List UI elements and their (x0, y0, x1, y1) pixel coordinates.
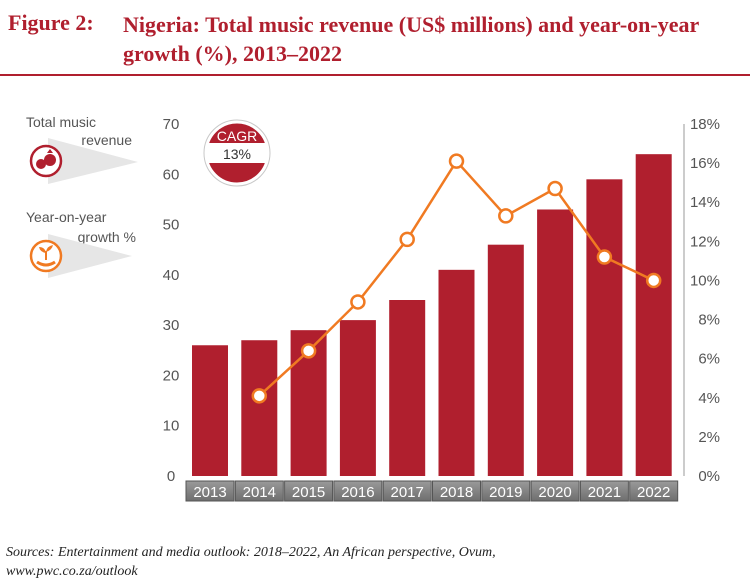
x-tick-label: 2016 (341, 484, 374, 501)
growth-line (251, 153, 662, 404)
x-tick-label: 2021 (588, 484, 621, 501)
left-tick-label: 40 (163, 267, 180, 284)
figure-number: Figure 2: (8, 10, 94, 35)
year-label-box (333, 480, 383, 502)
legend-revenue-label-2: revenue (81, 132, 132, 148)
x-tick-label: 2017 (391, 484, 424, 501)
x-tick-label: 2013 (193, 484, 226, 501)
left-axis: 0 10 20 30 40 50 60 70 (163, 116, 180, 485)
figure-title: Nigeria: Total music revenue (US$ millio… (123, 12, 699, 66)
header-divider (0, 74, 750, 76)
cagr-label: CAGR (217, 128, 257, 144)
x-tick-label: 2019 (489, 484, 522, 501)
right-tick-label: 18% (690, 116, 720, 133)
left-tick-label: 10 (163, 418, 180, 435)
bar-2013 (192, 345, 228, 476)
bar-2021 (586, 179, 623, 477)
growth-point-2017 (399, 231, 415, 248)
right-tick-label: 12% (690, 233, 720, 250)
year-label-box (234, 480, 284, 502)
right-tick-label: 2% (698, 429, 720, 446)
bar-2017 (389, 300, 426, 476)
bar-2020 (537, 209, 574, 476)
year-label-box (284, 480, 334, 502)
left-tick-label: 0 (167, 468, 175, 485)
left-tick-label: 30 (163, 317, 180, 334)
sources-note: Sources: Entertainment and media outlook… (6, 543, 746, 581)
legend-revenue-label-1: Total music (26, 114, 96, 130)
year-label-box (579, 480, 629, 502)
cagr-badge: CAGR 13% (203, 119, 271, 187)
bar-2019 (487, 244, 524, 476)
left-tick-label: 70 (163, 116, 180, 133)
x-tick-label: 2018 (440, 484, 473, 501)
legend-revenue: Total music revenue (26, 114, 138, 184)
x-tick-label: 2020 (538, 484, 571, 501)
right-tick-label: 10% (690, 272, 720, 289)
x-tick-label: 2014 (243, 484, 276, 501)
plant-in-hand-icon (29, 234, 132, 278)
year-label-box (432, 480, 481, 502)
sources-line-2: www.pwc.co.za/outlook (6, 564, 138, 579)
sources-line-1: Sources: Entertainment and media outlook… (6, 545, 496, 560)
figure-header: Figure 2: Nigeria: Total music revenue (… (0, 0, 750, 74)
growth-point-2014 (251, 388, 268, 404)
cagr-value: 13% (223, 146, 251, 162)
money-bag-icon (29, 138, 138, 184)
left-tick-label: 50 (163, 217, 180, 234)
growth-point-2015 (300, 343, 317, 359)
year-label-box (382, 480, 432, 502)
growth-point-2020 (547, 180, 563, 197)
left-tick-label: 20 (163, 367, 180, 384)
right-tick-label: 6% (698, 351, 720, 368)
bar-2018 (438, 269, 475, 476)
legend-growth: Year-on-year growth % (26, 209, 136, 278)
growth-point-2022 (645, 272, 662, 289)
growth-point-2016 (350, 294, 366, 310)
legend-growth-label-2: growth % (78, 229, 136, 245)
x-tick-label: 2015 (292, 484, 325, 501)
bar-2014 (241, 340, 278, 476)
year-labels: 2013 2014 2015 2016 2017 2018 2019 2020 2021 2022 (185, 480, 679, 502)
right-tick-label: 8% (698, 312, 720, 329)
growth-point-2018 (448, 153, 465, 169)
chart-area: Total music revenue Year-on-year growth … (0, 76, 750, 516)
year-label-box (481, 480, 531, 502)
x-tick-label: 2022 (637, 484, 670, 501)
revenue-bars (192, 154, 672, 477)
legend-growth-label-1: Year-on-year (26, 209, 107, 225)
year-label-box (629, 480, 679, 502)
year-label-box (530, 480, 580, 502)
right-axis: 0% 2% 4% 6% 8% 10% 12% 14% 16% 18% (683, 116, 720, 485)
left-tick-label: 60 (163, 166, 180, 183)
growth-point-2021 (596, 249, 613, 265)
right-tick-label: 4% (698, 390, 720, 407)
right-tick-label: 16% (690, 155, 720, 172)
right-tick-label: 0% (698, 468, 720, 485)
combo-chart: Total music revenue Year-on-year growth … (26, 114, 720, 502)
growth-point-2019 (498, 208, 514, 224)
bar-2016 (339, 320, 376, 476)
year-label-box (185, 480, 235, 502)
right-tick-label: 14% (690, 194, 720, 211)
bar-2022 (635, 154, 672, 476)
